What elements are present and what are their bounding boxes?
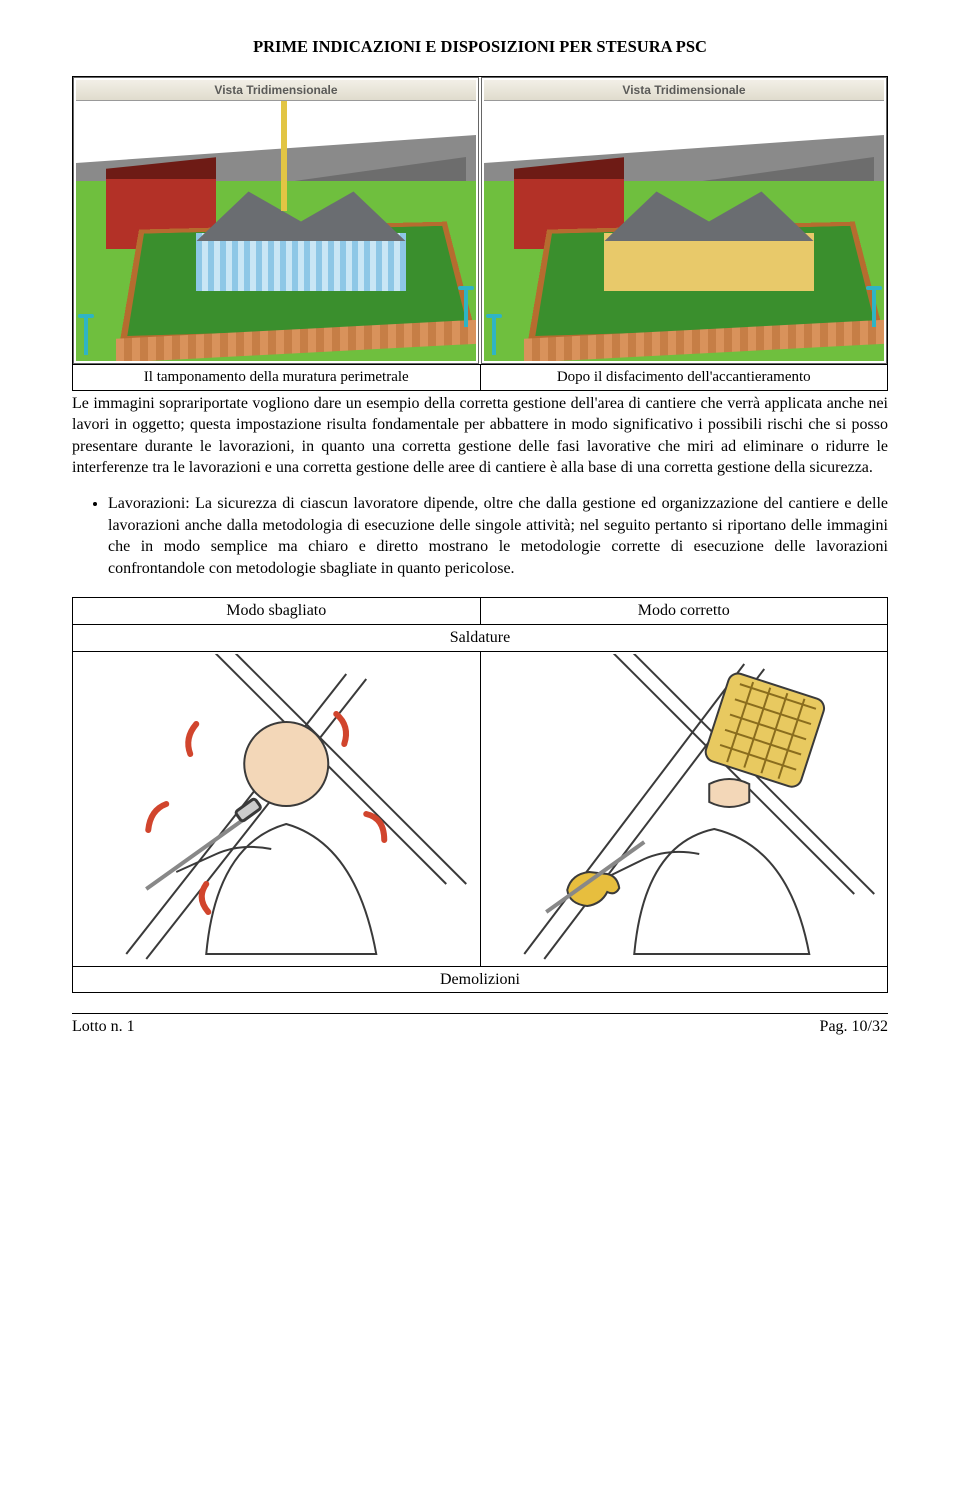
- caption-left: Il tamponamento della muratura perimetra…: [73, 365, 481, 389]
- paragraph-intro: Le immagini soprariportate vogliono dare…: [72, 393, 888, 479]
- caption-right: Dopo il disfacimento dell'accantierament…: [481, 365, 888, 389]
- table-section-saldature: Saldature: [73, 625, 888, 652]
- panel-title-right: Vista Tridimensionale: [484, 80, 884, 101]
- bullet-list: Lavorazioni: La sicurezza di ciascun lav…: [72, 493, 888, 579]
- illus-correct: [487, 654, 882, 964]
- page-title: PRIME INDICAZIONI E DISPOSIZIONI PER STE…: [72, 36, 888, 58]
- screenshot-row: Vista Tridimensionale Vista Tridimension…: [72, 76, 888, 365]
- footer-left: Lotto n. 1: [72, 1016, 135, 1038]
- screenshot-left: Vista Tridimensionale: [73, 77, 479, 364]
- section-saldature: Saldature: [73, 625, 888, 652]
- footer-right: Pag. 10/32: [820, 1016, 888, 1038]
- panel-title-left: Vista Tridimensionale: [76, 80, 476, 101]
- crane-icon: [281, 101, 287, 211]
- scene-left: [76, 101, 476, 361]
- illus-wrong: [79, 654, 474, 964]
- col-wrong: Modo sbagliato: [73, 598, 481, 625]
- section-demolizioni: Demolizioni: [73, 966, 888, 993]
- scene-right: [484, 101, 884, 361]
- col-right: Modo corretto: [480, 598, 888, 625]
- table-row-saldature-images: [73, 651, 888, 966]
- table-header-row: Modo sbagliato Modo corretto: [73, 598, 888, 625]
- compare-table: Modo sbagliato Modo corretto Saldature: [72, 597, 888, 993]
- caption-row: Il tamponamento della muratura perimetra…: [72, 365, 888, 390]
- table-section-demolizioni: Demolizioni: [73, 966, 888, 993]
- bullet-lavorazioni: Lavorazioni: La sicurezza di ciascun lav…: [108, 493, 888, 579]
- screenshot-right: Vista Tridimensionale: [481, 77, 887, 364]
- footer: Lotto n. 1 Pag. 10/32: [72, 1014, 888, 1038]
